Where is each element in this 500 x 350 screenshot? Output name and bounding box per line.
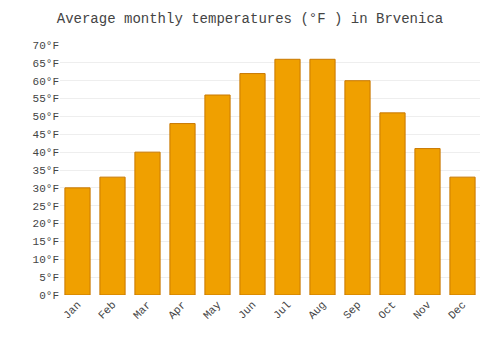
svg-text:10°F: 10°F <box>33 254 59 266</box>
svg-text:40°F: 40°F <box>33 147 59 159</box>
svg-text:Feb: Feb <box>96 299 118 321</box>
svg-text:Dec: Dec <box>446 299 468 321</box>
svg-text:65°F: 65°F <box>33 58 59 70</box>
svg-text:Oct: Oct <box>376 299 398 321</box>
svg-text:Apr: Apr <box>166 299 188 321</box>
svg-text:5°F: 5°F <box>39 272 59 284</box>
svg-text:25°F: 25°F <box>33 201 59 213</box>
svg-text:Jan: Jan <box>61 299 83 321</box>
svg-text:Sep: Sep <box>341 299 363 321</box>
svg-text:Jul: Jul <box>271 299 293 321</box>
svg-text:0°F: 0°F <box>39 290 59 302</box>
svg-text:20°F: 20°F <box>33 218 59 230</box>
svg-text:Average monthly temperatures (: Average monthly temperatures (°F ) in Br… <box>57 11 443 27</box>
svg-text:Nov: Nov <box>411 299 434 322</box>
svg-text:Jun: Jun <box>236 299 258 321</box>
svg-text:50°F: 50°F <box>33 111 59 123</box>
svg-text:Mar: Mar <box>131 299 153 321</box>
svg-text:Aug: Aug <box>306 299 328 321</box>
svg-text:35°F: 35°F <box>33 165 59 177</box>
svg-text:30°F: 30°F <box>33 183 59 195</box>
svg-text:55°F: 55°F <box>33 93 59 105</box>
svg-text:70°F: 70°F <box>33 40 59 52</box>
svg-text:45°F: 45°F <box>33 129 59 141</box>
svg-text:May: May <box>201 299 224 322</box>
svg-text:15°F: 15°F <box>33 236 59 248</box>
svg-text:60°F: 60°F <box>33 76 59 88</box>
